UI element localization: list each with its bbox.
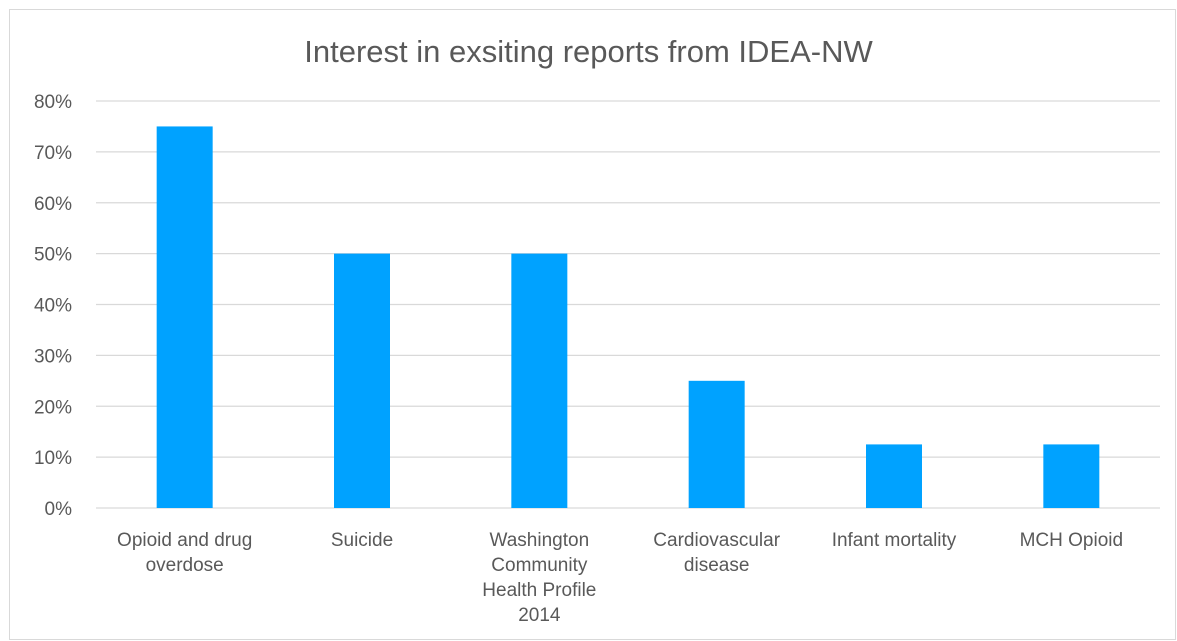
bar [334, 253, 390, 508]
bars [156, 126, 1100, 508]
x-category-label: Opioid and drug overdose [117, 530, 252, 576]
y-tick-label: 10% [34, 448, 72, 469]
x-category-label-line: Suicide [331, 530, 393, 551]
x-category-label: Suicide [331, 530, 393, 551]
x-category-label-line: Washington [490, 530, 590, 551]
bar [866, 444, 922, 508]
bar [688, 380, 745, 508]
x-category-label: MCH Opioid [1020, 530, 1123, 551]
x-category-label-line: disease [684, 555, 750, 576]
bar [511, 253, 568, 508]
x-category-label: Cardiovascular disease [653, 530, 780, 576]
gridlines [96, 100, 1160, 509]
y-tick-label: 70% [34, 143, 72, 164]
x-category-label-line: Community [491, 555, 588, 576]
y-tick-label: 20% [34, 397, 72, 418]
bar [156, 126, 213, 508]
x-category-label-line: Health Profile [482, 580, 596, 601]
x-category-label-line: Cardiovascular [653, 530, 780, 551]
x-category-label-line: overdose [146, 555, 224, 576]
bar [1043, 444, 1100, 508]
y-axis-ticks: 0% 10% 20% 30% 40% 50% 60% 70% 80% [34, 92, 72, 520]
chart-title: Interest in exsiting reports from IDEA-N… [304, 34, 873, 69]
x-category-label: Washington Community Health Profile 2014 [482, 530, 596, 626]
x-category-label-line: 2014 [518, 605, 561, 626]
y-tick-label: 60% [34, 194, 72, 215]
x-axis-categories: Opioid and drug overdose Suicide Washington… [117, 530, 1123, 626]
y-tick-label: 50% [34, 245, 72, 266]
x-category-label: Infant mortality [832, 530, 957, 551]
y-tick-label: 40% [34, 296, 72, 317]
y-tick-label: 0% [45, 499, 73, 520]
x-category-label-line: Infant mortality [832, 530, 957, 551]
x-category-label-line: MCH Opioid [1020, 530, 1123, 551]
y-tick-label: 30% [34, 346, 72, 367]
y-tick-label: 80% [34, 92, 72, 113]
x-category-label-line: Opioid and drug [117, 530, 252, 551]
